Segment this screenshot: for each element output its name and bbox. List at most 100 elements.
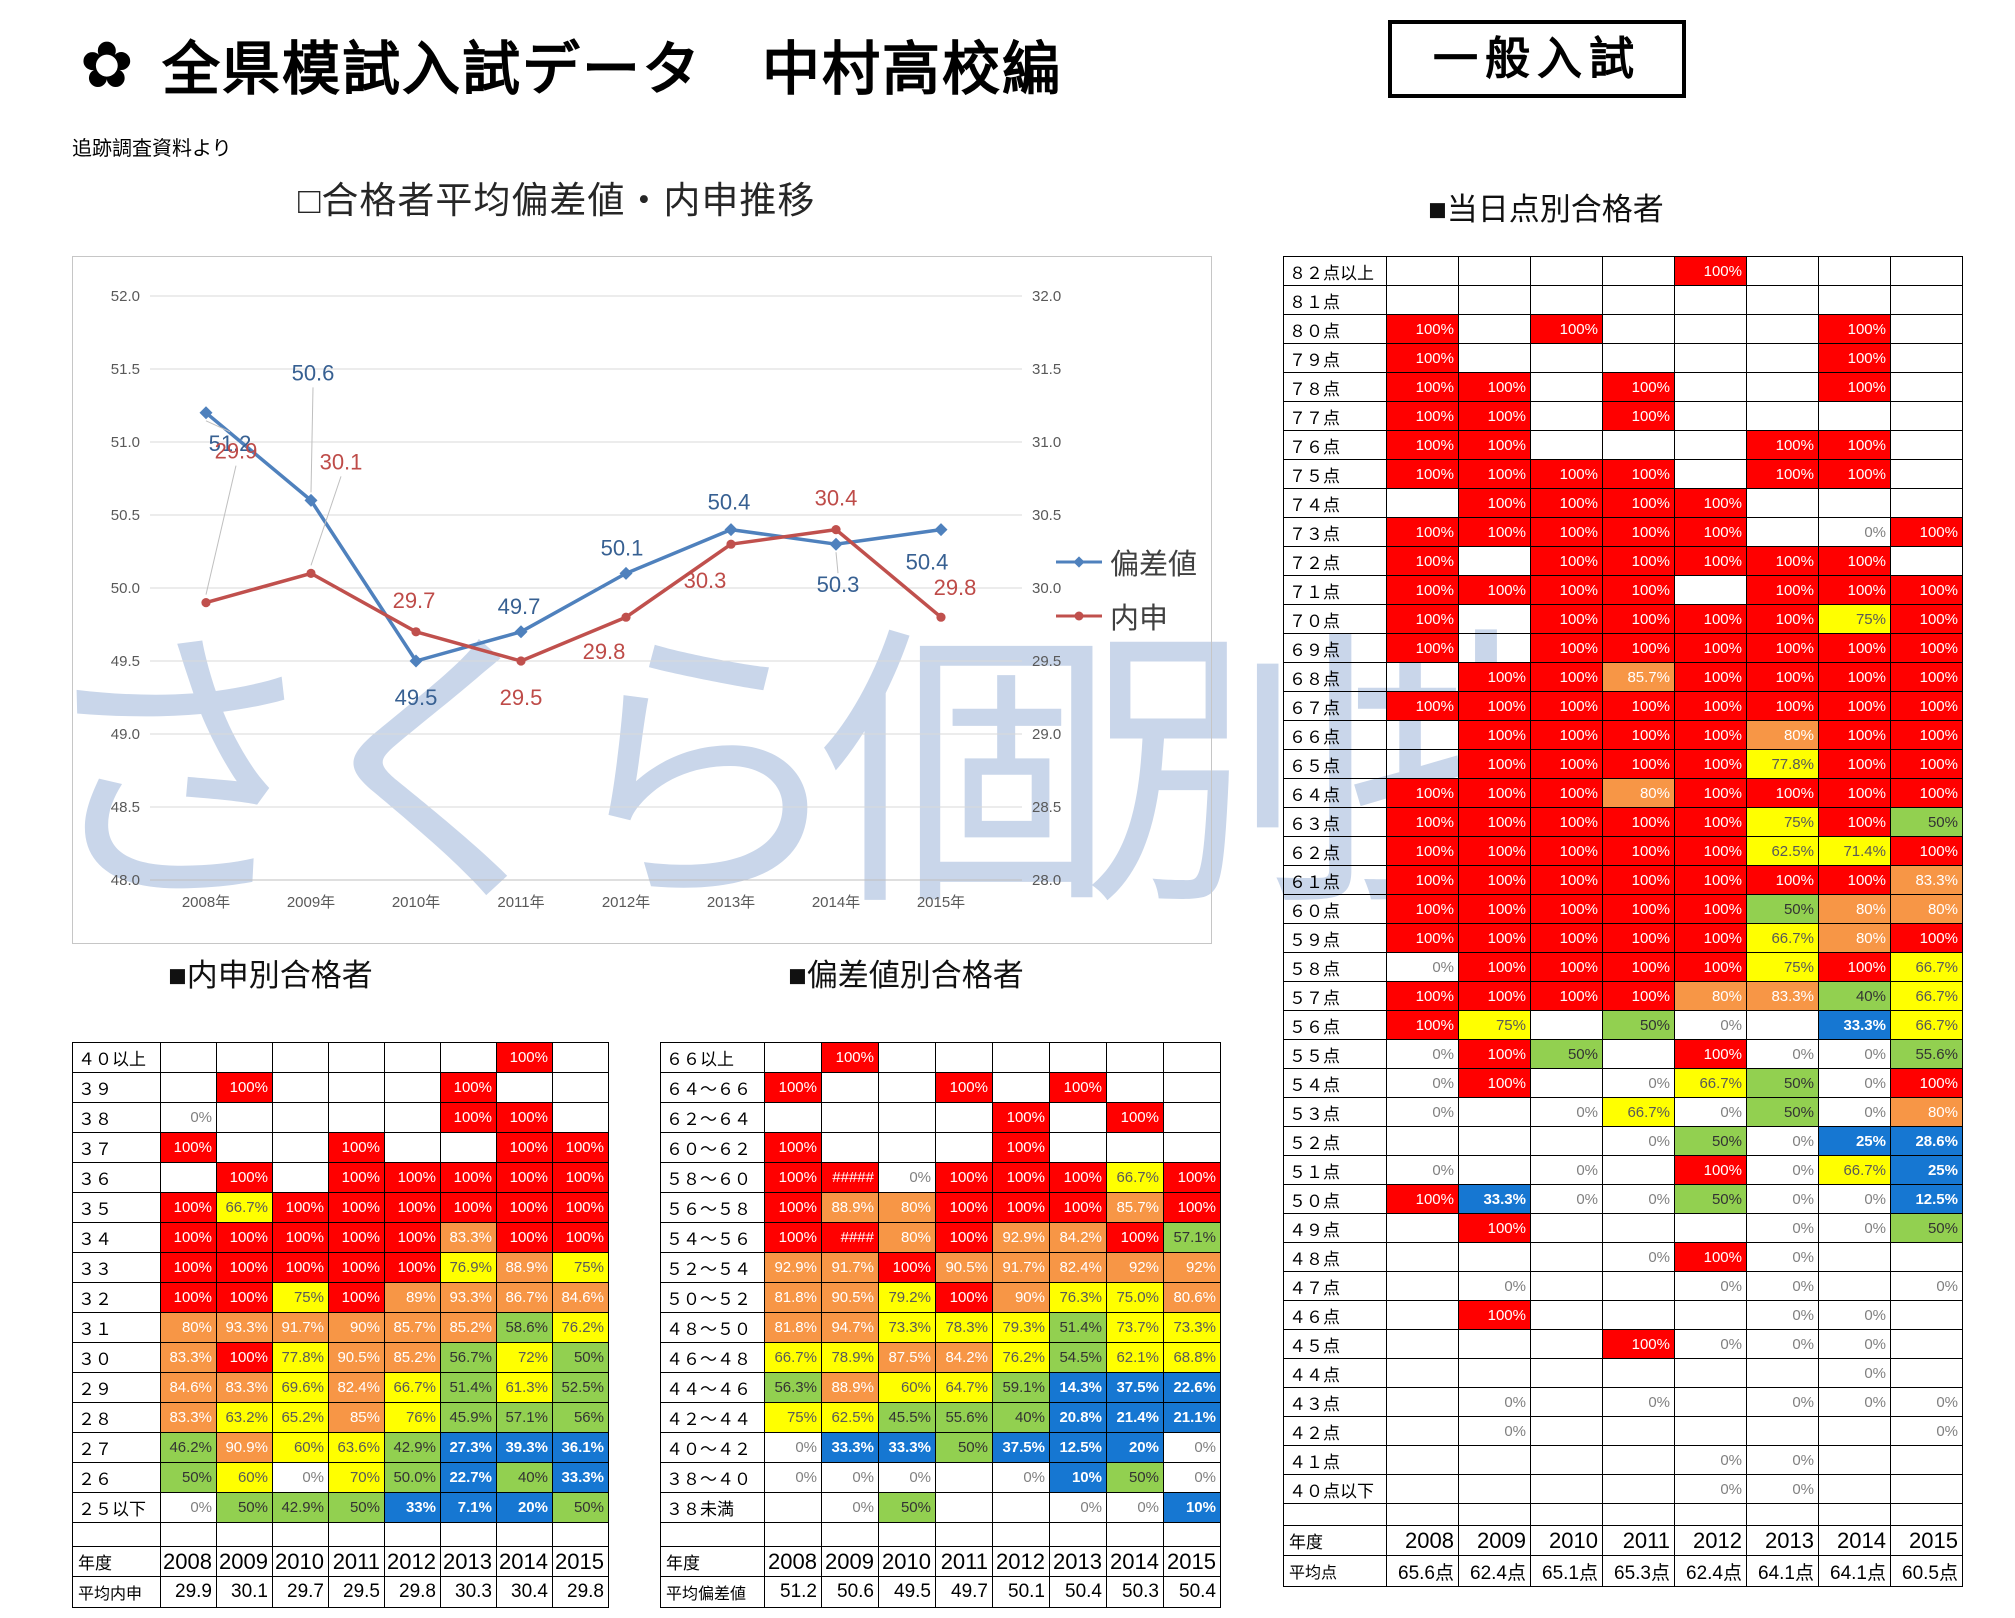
- heat-cell: [1530, 1416, 1603, 1446]
- heat-cell: 66.7%: [1746, 923, 1819, 953]
- heat-cell: [935, 1042, 993, 1073]
- row-label: ６４～６６: [660, 1072, 765, 1103]
- heat-cell: 90.5%: [935, 1252, 993, 1283]
- heat-cell: 0%: [1746, 1213, 1819, 1243]
- heat-cell: [1458, 546, 1531, 576]
- row-label: ４４～４６: [660, 1372, 765, 1403]
- heat-cell: [1890, 1445, 1963, 1475]
- row-label: ６９点: [1283, 633, 1387, 663]
- heat-cell: 100%: [1602, 807, 1675, 837]
- heat-cell: [992, 1492, 1050, 1523]
- avg-row-label: 平均点: [1283, 1555, 1387, 1587]
- row-label: ５３点: [1283, 1097, 1387, 1127]
- heat-cell: 76.9%: [440, 1252, 497, 1283]
- heat-cell: 82.4%: [1049, 1252, 1107, 1283]
- heat-row: ７２点 100% 100% 100% 100% 100% 100%: [1283, 546, 1963, 576]
- heat-cell: 100%: [328, 1252, 385, 1283]
- heat-cell: 85.2%: [440, 1312, 497, 1343]
- heat-cell: 50%: [1746, 1097, 1819, 1127]
- year-cell: 2008: [160, 1546, 217, 1577]
- heat-cell: 100%: [1674, 749, 1747, 779]
- heat-cell: 50%: [216, 1492, 273, 1523]
- svg-text:50.3: 50.3: [817, 572, 860, 597]
- heat-row: ４６点 100% 0% 0%: [1283, 1300, 1963, 1330]
- heat-row: ４４点 0%: [1283, 1358, 1963, 1388]
- row-label: ５６～５８: [660, 1192, 765, 1223]
- svg-text:2011年: 2011年: [497, 894, 544, 911]
- heat-cell: 90%: [328, 1312, 385, 1343]
- heat-row: ４２点 0% 0%: [1283, 1416, 1963, 1446]
- heat-cell: [764, 1102, 822, 1133]
- heat-cell: 100%: [384, 1252, 441, 1283]
- heat-cell: 57.1%: [1163, 1222, 1221, 1253]
- heat-cell: 79.3%: [992, 1312, 1050, 1343]
- svg-text:30.5: 30.5: [1032, 507, 1061, 524]
- heat-cell: 100%: [1602, 517, 1675, 547]
- year-cell: 2015: [552, 1546, 609, 1577]
- heat-cell: [1602, 1445, 1675, 1475]
- heat-cell: 100%: [764, 1162, 822, 1193]
- heat-cell: 100%: [1530, 836, 1603, 866]
- heat-cell: 100%: [1818, 633, 1891, 663]
- heat-cell: [878, 1132, 936, 1163]
- svg-text:29.7: 29.7: [393, 588, 436, 613]
- heat-cell: 100%: [328, 1282, 385, 1313]
- heat-row: ３４ 100% 100% 100% 100% 100% 83.3% 100% 100%: [72, 1222, 609, 1253]
- heat-cell: 0%: [1458, 1387, 1531, 1417]
- heat-cell: 100%: [1386, 401, 1459, 431]
- heat-cell: [1674, 430, 1747, 460]
- heat-cell: [1386, 1271, 1459, 1301]
- heat-cell: [1602, 1474, 1675, 1504]
- heat-cell: [1890, 285, 1963, 315]
- svg-text:32.0: 32.0: [1032, 288, 1061, 305]
- heat-row: ４８～５０ 81.8% 94.7% 73.3% 78.3% 79.3% 51.4% 73.7%…: [660, 1312, 1221, 1343]
- avg-cell: 50.1: [992, 1576, 1050, 1608]
- heat-row: ７５点 100% 100% 100% 100% 100% 100%: [1283, 459, 1963, 489]
- heat-row: ４５点 100% 0% 0% 0%: [1283, 1329, 1963, 1359]
- heat-cell: 100%: [821, 1042, 879, 1073]
- heat-row: ４０以上 100%: [72, 1042, 609, 1073]
- heat-cell: [764, 1042, 822, 1073]
- heat-cell: [878, 1102, 936, 1133]
- heat-cell: 77.8%: [1746, 749, 1819, 779]
- heat-cell: 100%: [1458, 749, 1531, 779]
- heat-cell: [1163, 1042, 1221, 1073]
- avg-cell: 50.4: [1163, 1576, 1221, 1608]
- heat-cell: 56.7%: [440, 1342, 497, 1373]
- heat-row: ６４～６６ 100% 100% 100%: [660, 1072, 1221, 1103]
- heat-row: ５２点 0% 50% 0% 25% 28.6%: [1283, 1126, 1963, 1156]
- heat-cell: 0%: [1674, 1445, 1747, 1475]
- heat-cell: 50%: [552, 1492, 609, 1523]
- heat-row: ５９点 100% 100% 100% 100% 100% 66.7% 80% 100%: [1283, 923, 1963, 953]
- svg-text:30.4: 30.4: [815, 486, 858, 511]
- heat-cell: 60%: [878, 1372, 936, 1403]
- heat-cell: 100%: [1458, 488, 1531, 518]
- heat-cell: [1458, 1155, 1531, 1185]
- heat-cell: 90.5%: [328, 1342, 385, 1373]
- heat-cell: 50%: [935, 1432, 993, 1463]
- average-row: 平均点 65.6点 62.4点 65.1点 65.3点 62.4点 64.1点 64.1点 60…: [1283, 1555, 1963, 1587]
- heat-cell: [1890, 1242, 1963, 1272]
- heat-cell: 0%: [1106, 1492, 1164, 1523]
- line-chart-svg: 52.0 32.0 51.5 31.5 51.0 31.0 50.5 30.5 50.0 30.0…: [72, 256, 1212, 944]
- heat-cell: 56.3%: [764, 1372, 822, 1403]
- heat-row: ７８点 100% 100% 100% 100%: [1283, 372, 1963, 402]
- heat-cell: [1530, 1474, 1603, 1504]
- row-label: ６８点: [1283, 662, 1387, 692]
- heat-cell: 75%: [1818, 604, 1891, 634]
- heat-cell: ####: [821, 1222, 879, 1253]
- row-label: ６６以上: [660, 1042, 765, 1073]
- heat-cell: 100%: [1818, 865, 1891, 895]
- svg-text:2010年: 2010年: [392, 894, 440, 911]
- heat-cell: 73.3%: [878, 1312, 936, 1343]
- heat-cell: [440, 1132, 497, 1163]
- heat-cell: [1674, 1358, 1747, 1388]
- page-subtitle: 追跡調査資料より: [72, 138, 232, 160]
- year-cell: 2009: [216, 1546, 273, 1577]
- heat-cell: 20%: [496, 1492, 553, 1523]
- heat-row: ２８ 83.3% 63.2% 65.2% 85% 76% 45.9% 57.1% 56%: [72, 1402, 609, 1433]
- heat-cell: [1818, 1474, 1891, 1504]
- heat-cell: 100%: [1818, 372, 1891, 402]
- row-label: ６０～６２: [660, 1132, 765, 1163]
- blank-cell: [660, 1522, 765, 1547]
